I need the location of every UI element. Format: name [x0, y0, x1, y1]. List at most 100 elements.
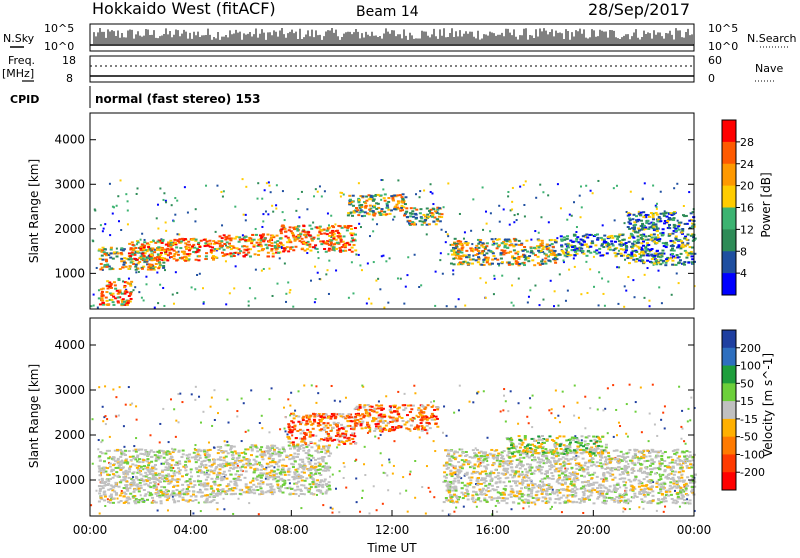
echo-cell: [110, 249, 113, 251]
echo-cell: [112, 502, 115, 504]
echo-cell: [332, 474, 334, 476]
echo-cell: [243, 402, 245, 404]
echo-cell: [191, 286, 193, 288]
echo-cell: [651, 258, 654, 260]
echo-cell: [452, 269, 454, 271]
echo-cell: [357, 214, 360, 216]
echo-cell: [679, 259, 682, 261]
echo-cell: [597, 237, 600, 239]
echo-cell: [160, 486, 163, 488]
echo-cell: [426, 207, 429, 209]
echo-cell: [329, 476, 331, 478]
echo-cell: [357, 201, 360, 203]
echo-cell: [376, 223, 378, 225]
echo-cell: [415, 209, 418, 211]
echo-cell: [381, 464, 383, 466]
echo-cell: [107, 457, 110, 459]
echo-cell: [273, 451, 276, 453]
echo-cell: [581, 250, 584, 252]
echo-cell: [687, 254, 690, 256]
echo-cell: [593, 256, 595, 258]
echo-cell: [197, 475, 200, 477]
echo-cell: [146, 460, 149, 462]
echo-cell: [99, 488, 102, 490]
echo-cell: [99, 474, 102, 476]
echo-cell: [98, 289, 100, 291]
echo-cell: [257, 198, 259, 200]
echo-cell: [112, 388, 114, 390]
echo-cell: [288, 458, 291, 460]
echo-cell: [293, 471, 296, 473]
echo-cell: [521, 262, 524, 264]
echo-cell: [469, 401, 471, 403]
echo-cell: [417, 416, 420, 418]
echo-cell: [164, 269, 166, 271]
echo-cell: [490, 212, 492, 214]
echo-cell: [402, 193, 405, 195]
echo-cell: [381, 255, 383, 257]
echo-cell: [656, 208, 658, 210]
nsearch-tick-low: 10^0: [708, 40, 738, 53]
echo-cell: [237, 457, 240, 459]
echo-cell: [102, 302, 105, 304]
echo-cell: [280, 228, 283, 230]
echo-cell: [101, 267, 104, 269]
echo-cell: [419, 212, 422, 214]
echo-cell: [177, 467, 180, 469]
echo-cell: [326, 451, 329, 453]
echo-cell: [627, 463, 629, 465]
echo-cell: [541, 240, 544, 242]
echo-cell: [680, 240, 683, 242]
echo-cell: [211, 464, 214, 466]
echo-cell: [423, 190, 425, 192]
echo-cell: [568, 269, 570, 271]
echo-cell: [101, 297, 104, 299]
echo-cell: [626, 403, 628, 405]
echo-cell: [147, 484, 150, 486]
y-tick-label: 3000: [54, 177, 85, 191]
echo-cell: [178, 496, 181, 498]
echo-cell: [283, 407, 285, 409]
echo-cell: [376, 509, 378, 511]
echo-cell: [589, 252, 592, 254]
echo-cell: [310, 486, 313, 488]
echo-cell: [261, 451, 264, 453]
echo-cell: [106, 484, 109, 486]
echo-cell: [265, 244, 268, 246]
echo-cell: [380, 194, 383, 196]
echo-cell: [105, 415, 107, 417]
echo-cell: [486, 223, 488, 225]
echo-cell: [172, 486, 175, 488]
echo-cell: [136, 467, 139, 469]
echo-cell: [118, 291, 121, 293]
echo-cell: [285, 455, 288, 457]
echo-cell: [282, 467, 285, 469]
echo-cell: [413, 385, 415, 387]
echo-cell: [687, 420, 689, 422]
echo-cell: [157, 228, 159, 230]
echo-cell: [674, 228, 677, 230]
echo-cell: [201, 491, 204, 493]
echo-cell: [677, 225, 680, 227]
echo-cell: [163, 192, 165, 194]
echo-cell: [250, 389, 252, 391]
echo-cell: [283, 247, 286, 249]
echo-cell: [154, 257, 157, 259]
echo-cell: [138, 471, 141, 473]
echo-cell: [155, 493, 158, 495]
echo-cell: [496, 511, 498, 513]
echo-cell: [179, 247, 182, 249]
echo-cell: [502, 253, 505, 255]
echo-cell: [205, 252, 208, 254]
echo-cell: [219, 456, 222, 458]
echo-cell: [120, 258, 123, 260]
echo-cell: [270, 237, 273, 239]
echo-cell: [222, 488, 225, 490]
echo-cell: [474, 249, 477, 251]
echo-cell: [121, 460, 124, 462]
echo-cell: [267, 478, 270, 480]
echo-cell: [641, 235, 644, 237]
echo-cell: [419, 190, 421, 192]
echo-cell: [289, 493, 292, 495]
echo-cell: [400, 278, 402, 280]
